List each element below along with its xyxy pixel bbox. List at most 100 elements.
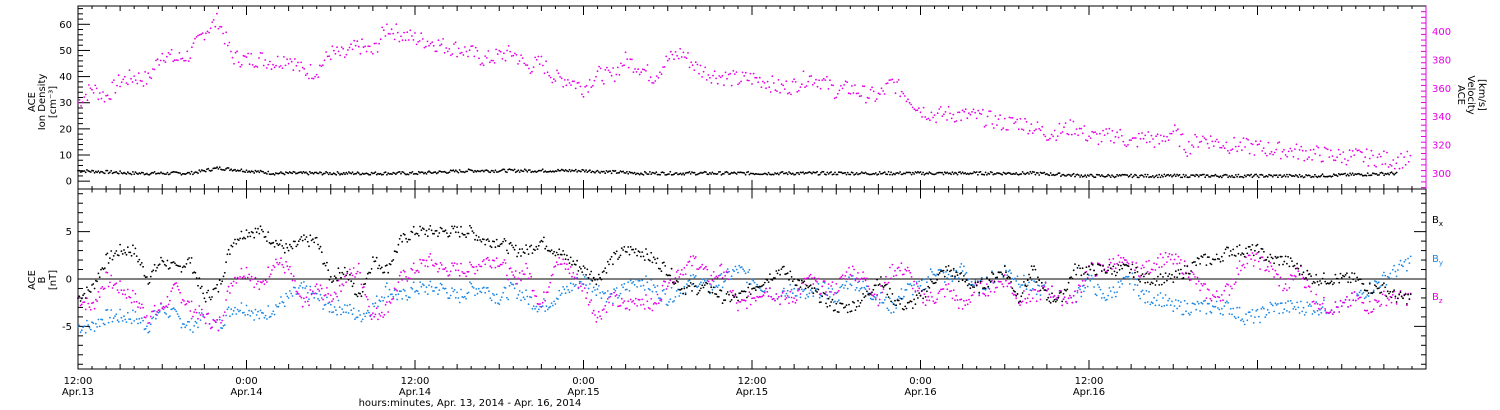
by-series-point xyxy=(1319,308,1321,311)
bx-series-point xyxy=(627,246,630,248)
by-series-point xyxy=(1386,275,1389,278)
by-series-point xyxy=(582,273,585,276)
by-series-point xyxy=(470,282,473,285)
velocity-series-point xyxy=(791,80,794,83)
density-series-point xyxy=(735,173,738,175)
bz-series-point xyxy=(968,298,970,301)
bx-series-point xyxy=(453,225,456,228)
velocity-series-point xyxy=(1164,140,1167,143)
velocity-series-point xyxy=(606,66,608,69)
by-series-point xyxy=(239,309,242,312)
bz-series-point xyxy=(489,265,492,268)
by-series-point xyxy=(820,294,822,297)
density-series-point xyxy=(267,170,270,173)
by-series-point xyxy=(957,277,960,280)
bx-series-point xyxy=(155,269,157,272)
density-series-point xyxy=(1261,174,1264,177)
by-series-point xyxy=(1154,304,1157,307)
density-series-point xyxy=(356,171,359,174)
bz-series-point xyxy=(291,279,294,282)
density-series-point xyxy=(637,172,640,175)
bz-series-point xyxy=(280,257,282,260)
density-series-point xyxy=(335,173,338,176)
velocity-series-point xyxy=(283,56,285,58)
velocity-series-point xyxy=(155,59,157,62)
bx-series-point xyxy=(535,245,538,248)
bz-series-point xyxy=(651,309,654,312)
by-series-point xyxy=(970,280,973,283)
velocity-series-point xyxy=(106,94,109,97)
bz-series-point xyxy=(926,299,928,302)
bz-series-point xyxy=(438,267,441,270)
bz-series-point xyxy=(359,271,361,274)
bz-series-point xyxy=(512,274,515,277)
by-series-point xyxy=(516,297,518,300)
density-series-point xyxy=(400,172,402,175)
velocity-series-point xyxy=(1013,122,1015,125)
bz-series-point xyxy=(803,277,806,280)
velocity-series-point xyxy=(1320,160,1323,163)
density-series-point xyxy=(851,171,854,174)
velocity-series-point xyxy=(1014,121,1017,123)
by-series-point xyxy=(600,297,603,300)
density-series-point xyxy=(126,171,129,174)
velocity-series-point xyxy=(863,85,866,88)
bz-series-point xyxy=(1254,259,1256,262)
density-tick-label: 60 xyxy=(59,20,72,31)
bz-series-point xyxy=(1143,266,1145,269)
bz-series-point xyxy=(109,281,111,284)
by-series-point xyxy=(283,305,286,308)
velocity-series-point xyxy=(723,84,725,87)
by-series-point xyxy=(703,280,706,282)
bx-series-point xyxy=(638,251,641,254)
bz-series-point xyxy=(1066,302,1069,305)
bz-series-point xyxy=(495,257,498,260)
bz-series-point xyxy=(1040,285,1043,287)
density-series-point xyxy=(324,172,326,175)
velocity-series-point xyxy=(1056,135,1059,138)
by-series-point xyxy=(1100,297,1103,299)
velocity-series-point xyxy=(322,64,324,66)
density-series-point xyxy=(1033,171,1035,174)
density-series-point xyxy=(1126,174,1129,177)
velocity-series-point xyxy=(464,46,466,48)
density-series-point xyxy=(1117,175,1120,177)
bz-series-point xyxy=(112,284,115,287)
bz-series-point xyxy=(1003,274,1006,276)
by-series-point xyxy=(812,295,815,297)
bz-series-point xyxy=(254,276,257,279)
by-series-point xyxy=(222,324,225,327)
velocity-series-point xyxy=(1050,133,1053,136)
by-series-point xyxy=(95,322,97,325)
bx-series-point xyxy=(601,271,604,273)
bz-series-point xyxy=(117,291,120,294)
density-series-point xyxy=(132,171,134,173)
density-series-point xyxy=(1108,174,1111,177)
density-series-point xyxy=(1130,173,1132,176)
by-series-point xyxy=(382,299,384,302)
density-series-point xyxy=(213,167,216,170)
bx-series-point xyxy=(596,278,599,281)
bz-series-point xyxy=(518,272,521,274)
bz-series-point xyxy=(132,289,134,292)
density-series-point xyxy=(152,172,155,174)
velocity-series-point xyxy=(788,91,791,94)
bz-series-point xyxy=(1236,267,1238,269)
bz-series-point xyxy=(1380,303,1383,306)
velocity-series-point xyxy=(1267,141,1270,144)
density-series-point xyxy=(199,170,202,173)
by-series-point xyxy=(857,281,859,284)
bz-series-point xyxy=(840,276,843,278)
bz-series-point xyxy=(550,274,553,277)
density-series-point xyxy=(147,173,150,176)
bz-series-point xyxy=(991,279,993,282)
velocity-series-point xyxy=(492,59,494,62)
bz-series-point xyxy=(1034,289,1037,291)
bx-series-point xyxy=(474,238,476,241)
by-series-point xyxy=(277,305,280,308)
by-series-point xyxy=(259,309,262,312)
bz-series-point xyxy=(133,301,136,303)
velocity-series-point xyxy=(367,45,370,48)
bx-series-point xyxy=(566,254,568,257)
by-series-point xyxy=(1199,310,1201,312)
